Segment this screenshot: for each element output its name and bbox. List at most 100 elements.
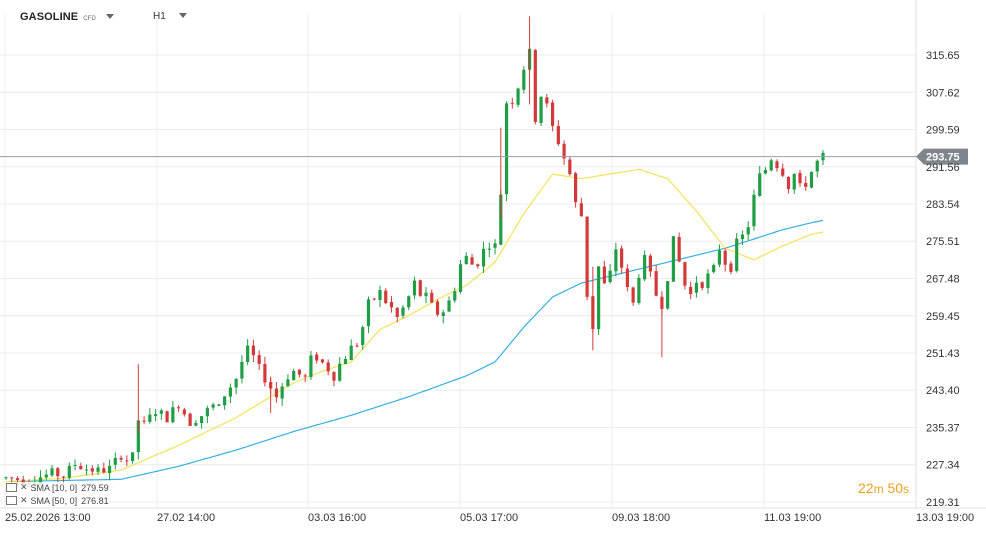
candle-body [533,50,537,122]
candle-body [378,290,382,301]
candle-body [654,271,658,296]
candle-body [464,255,468,265]
candle-body [84,469,89,471]
candle-body [643,254,647,280]
candle-body [683,262,687,286]
candle-body [251,345,256,356]
candle-body [223,396,227,406]
candle-body [648,255,652,272]
candle-body [504,103,509,195]
candle-body [666,281,670,309]
y-tick-label: 291.56 [926,162,960,174]
candle-body [136,420,140,453]
candle-body [4,477,8,479]
close-icon[interactable]: ✕ [20,495,28,505]
candle-body [752,194,756,227]
timeframe-selector[interactable]: H1 [153,11,187,22]
candle-body [424,292,428,297]
candle-body [73,465,77,467]
candle-body [694,282,699,293]
candle-body [573,173,578,203]
candle-body [10,477,14,479]
candle-body [165,411,169,423]
candle-body [677,236,681,262]
candle-body [447,300,451,312]
candle-body [320,359,325,363]
candle-body [614,249,618,272]
candle-body [50,468,54,476]
sma-10-path [5,168,824,483]
candle-body [67,465,71,478]
time-axis[interactable]: 25.02.2026 13:00 27.02 14:00 03.03 16:00 05… [5,512,974,524]
candle-body [740,234,745,240]
price-axis[interactable]: 315.65 307.62 299.59 291.56 283.54 275.51 267.… [926,50,960,509]
candle-body [781,168,785,176]
candle-body [798,172,802,184]
candle-body [56,468,60,477]
candle-body [625,268,629,287]
candle-body [309,355,313,378]
candle-body [96,467,100,472]
candle-body [585,216,589,297]
y-tick-label: 235.37 [926,422,960,434]
indicator-legend-sma10[interactable]: ✕ SMA [10, 0] 279.59 [6,482,109,493]
indicator-label: SMA [50, 0] [30,495,78,506]
candle-body [786,176,791,190]
candle-body [332,371,336,381]
current-price-tag [916,148,968,165]
candle-body [297,369,302,375]
settings-box-icon[interactable] [6,483,17,492]
candle-body [228,387,232,397]
candle-body [493,243,497,248]
candle-body [717,250,722,265]
candle-body [412,280,417,296]
x-tick-label: 11.03 19:00 [764,512,821,524]
countdown-minutes-unit: m [873,482,884,496]
candle-body [804,182,808,187]
candle-body [90,468,94,472]
candle-body [211,404,215,408]
candle-body [562,143,566,159]
settings-box-icon[interactable] [6,496,17,505]
chart-grid [0,0,986,509]
candle-body [246,345,250,363]
close-icon[interactable]: ✕ [20,482,28,492]
candle-body [441,312,445,317]
candle-body [280,386,284,399]
candle-body [15,478,20,480]
timeframe-label: H1 [153,11,166,22]
candle-body [706,273,710,288]
candle-body [389,301,394,308]
candle-body [188,413,192,426]
candle-body [775,161,779,169]
indicator-label: SMA [10, 0] [30,482,78,493]
candle-body [286,379,290,387]
candle-body [107,465,112,474]
candle-body [458,264,463,292]
x-tick-label: 13.03 19:00 [916,512,974,524]
candle-body [303,375,307,377]
instrument-selector[interactable]: GASOLINE CFD [20,11,114,23]
indicator-legend-sma50[interactable]: ✕ SMA [50, 0] 276.81 [6,495,109,506]
candle-body [568,159,572,175]
candle-body [217,404,221,406]
candle-body [79,466,83,470]
sma-50-path [6,219,824,483]
candle-body [142,420,146,422]
candle-body [177,407,181,409]
candle-body [355,345,359,347]
candle-body [763,169,768,174]
candle-body [38,477,43,485]
candle-body [522,69,526,90]
candle-body [395,307,399,317]
candle-body [292,370,296,381]
x-tick-label: 05.03 17:00 [460,512,518,524]
candle-body [631,287,635,303]
candlestick-series [4,16,825,492]
candle-body [343,358,348,364]
candle-body [539,96,543,124]
candle-body [430,292,434,303]
candle-body [597,266,601,330]
y-tick-label: 283.54 [926,199,960,211]
